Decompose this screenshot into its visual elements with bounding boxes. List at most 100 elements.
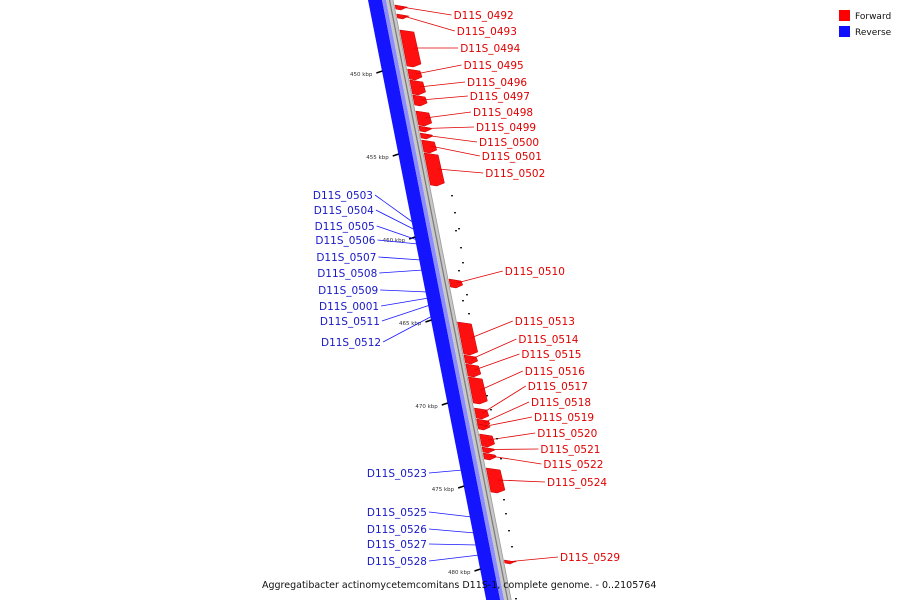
forward-gene-label: D11S_0517 bbox=[528, 381, 588, 393]
forward-gene-label: D11S_0519 bbox=[534, 412, 594, 424]
forward-gene-leader bbox=[470, 320, 513, 339]
reverse-gene-label: D11S_0509 bbox=[318, 285, 378, 297]
forward-gene-label: D11S_0502 bbox=[485, 168, 545, 180]
forward-gene bbox=[465, 363, 482, 378]
forward-gene-label: D11S_0496 bbox=[467, 77, 527, 89]
forward-gene-leader bbox=[403, 15, 455, 32]
forward-gene-leader bbox=[482, 385, 527, 414]
forward-gene-leader bbox=[425, 126, 475, 129]
forward-gene-leader bbox=[483, 401, 530, 423]
forward-gene bbox=[418, 125, 432, 133]
genome-axis-edge bbox=[392, 0, 512, 600]
forward-gene-leader bbox=[430, 145, 480, 157]
legend-swatch-reverse bbox=[839, 26, 850, 37]
forward-gene-leader bbox=[510, 556, 559, 562]
dot-mark bbox=[490, 409, 492, 411]
legend-swatch-forward bbox=[839, 10, 850, 21]
dot-mark bbox=[466, 294, 468, 296]
reverse-gene-label: D11S_0525 bbox=[367, 507, 427, 519]
scale-tick bbox=[392, 153, 399, 157]
dot-mark bbox=[451, 195, 453, 197]
forward-gene bbox=[412, 94, 428, 107]
scale-tick-label: 470 kbp bbox=[415, 404, 438, 410]
forward-gene-label: D11S_0492 bbox=[454, 10, 514, 22]
forward-gene-leader bbox=[488, 432, 536, 441]
legend: Forward Reverse bbox=[839, 10, 892, 38]
reverse-gene-label: D11S_0523 bbox=[367, 468, 427, 480]
scale-tick bbox=[441, 402, 449, 406]
reverse-gene-label: D11S_0507 bbox=[316, 252, 376, 264]
reverse-gene-label: D11S_0527 bbox=[367, 539, 427, 551]
reverse-gene-leader bbox=[428, 511, 472, 518]
forward-gene bbox=[504, 559, 517, 565]
dot-mark bbox=[460, 247, 462, 249]
reverse-gene-leader bbox=[380, 289, 428, 293]
forward-gene bbox=[419, 132, 434, 140]
forward-gene-leader bbox=[474, 353, 520, 371]
reverse-gene-leader bbox=[382, 315, 433, 343]
dot-mark bbox=[468, 313, 470, 315]
reverse-gene-leader bbox=[381, 304, 431, 322]
forward-gene-label: D11S_0522 bbox=[543, 459, 603, 471]
forward-gene-label: D11S_0495 bbox=[464, 60, 524, 72]
dot-marks bbox=[451, 195, 517, 600]
reverse-gene-label: D11S_0506 bbox=[315, 235, 375, 247]
reverse-gene-leader bbox=[374, 194, 415, 224]
reverse-gene-label: D11S_0503 bbox=[313, 190, 373, 202]
forward-gene bbox=[485, 467, 506, 494]
dot-mark bbox=[455, 230, 457, 232]
scale-tick-label: 475 kbp bbox=[432, 487, 455, 493]
forward-gene-label: D11S_0510 bbox=[505, 266, 565, 278]
forward-gene-label: D11S_0513 bbox=[515, 316, 575, 328]
scale-tick-label: 465 kbp bbox=[399, 321, 422, 327]
forward-gene-label: D11S_0521 bbox=[540, 444, 600, 456]
forward-gene bbox=[399, 29, 422, 68]
dot-mark bbox=[454, 212, 456, 214]
forward-gene bbox=[394, 4, 408, 11]
scale-ticks: 450 kbp 455 kbp 460 kbp 465 kbp 470 kbp 475 k… bbox=[350, 70, 481, 576]
forward-gene-leader bbox=[488, 448, 539, 450]
forward-gene bbox=[482, 452, 497, 461]
forward-gene bbox=[409, 79, 426, 96]
reverse-gene-leader bbox=[378, 256, 422, 261]
forward-gene-label: D11S_0494 bbox=[460, 43, 520, 55]
genome-caption: Aggregatibacter actinomycetemcomitans D1… bbox=[262, 580, 656, 591]
forward-gene bbox=[463, 354, 479, 365]
forward-gene bbox=[423, 152, 445, 187]
scale-tick bbox=[474, 568, 481, 572]
forward-gene-label: D11S_0498 bbox=[473, 107, 533, 119]
dot-mark bbox=[511, 546, 513, 548]
dot-mark bbox=[486, 395, 488, 397]
reverse-strand-band bbox=[368, 0, 501, 600]
forward-gene-label: D11S_0500 bbox=[479, 137, 539, 149]
forward-gene bbox=[407, 68, 423, 81]
reverse-strand-edge bbox=[382, 0, 505, 600]
dot-mark bbox=[515, 598, 517, 600]
reverse-gene-leader bbox=[428, 554, 480, 562]
dot-mark bbox=[503, 499, 505, 501]
reverse-gene-label: D11S_0505 bbox=[315, 221, 375, 233]
forward-gene-label: D11S_0501 bbox=[482, 151, 542, 163]
forward-gene-label: D11S_0520 bbox=[537, 428, 597, 440]
forward-gene bbox=[481, 446, 496, 454]
dot-mark bbox=[505, 513, 507, 515]
forward-gene-leader bbox=[497, 479, 546, 483]
chromosome-backbone bbox=[368, 0, 512, 600]
scale-tick-label: 460 kbp bbox=[383, 238, 406, 244]
forward-gene-leader bbox=[484, 416, 533, 427]
forward-gene-leader bbox=[490, 455, 542, 465]
forward-gene-label: D11S_0514 bbox=[518, 334, 578, 346]
reverse-gene-leader bbox=[376, 225, 418, 241]
forward-gene-label: D11S_0499 bbox=[476, 122, 536, 134]
forward-gene-leader bbox=[420, 95, 468, 101]
forward-gene-leader bbox=[456, 270, 503, 284]
reverse-gene-label: D11S_0504 bbox=[314, 205, 374, 217]
scale-tick bbox=[457, 485, 465, 489]
reverse-gene-label: D11S_0511 bbox=[320, 316, 380, 328]
forward-gene-label: D11S_0529 bbox=[560, 552, 620, 564]
genome-axis-line bbox=[388, 0, 509, 600]
forward-gene-label: D11S_0516 bbox=[525, 366, 585, 378]
reverse-gene-leader bbox=[428, 543, 478, 546]
forward-gene bbox=[467, 376, 488, 405]
reverse-gene-leader bbox=[428, 469, 463, 474]
